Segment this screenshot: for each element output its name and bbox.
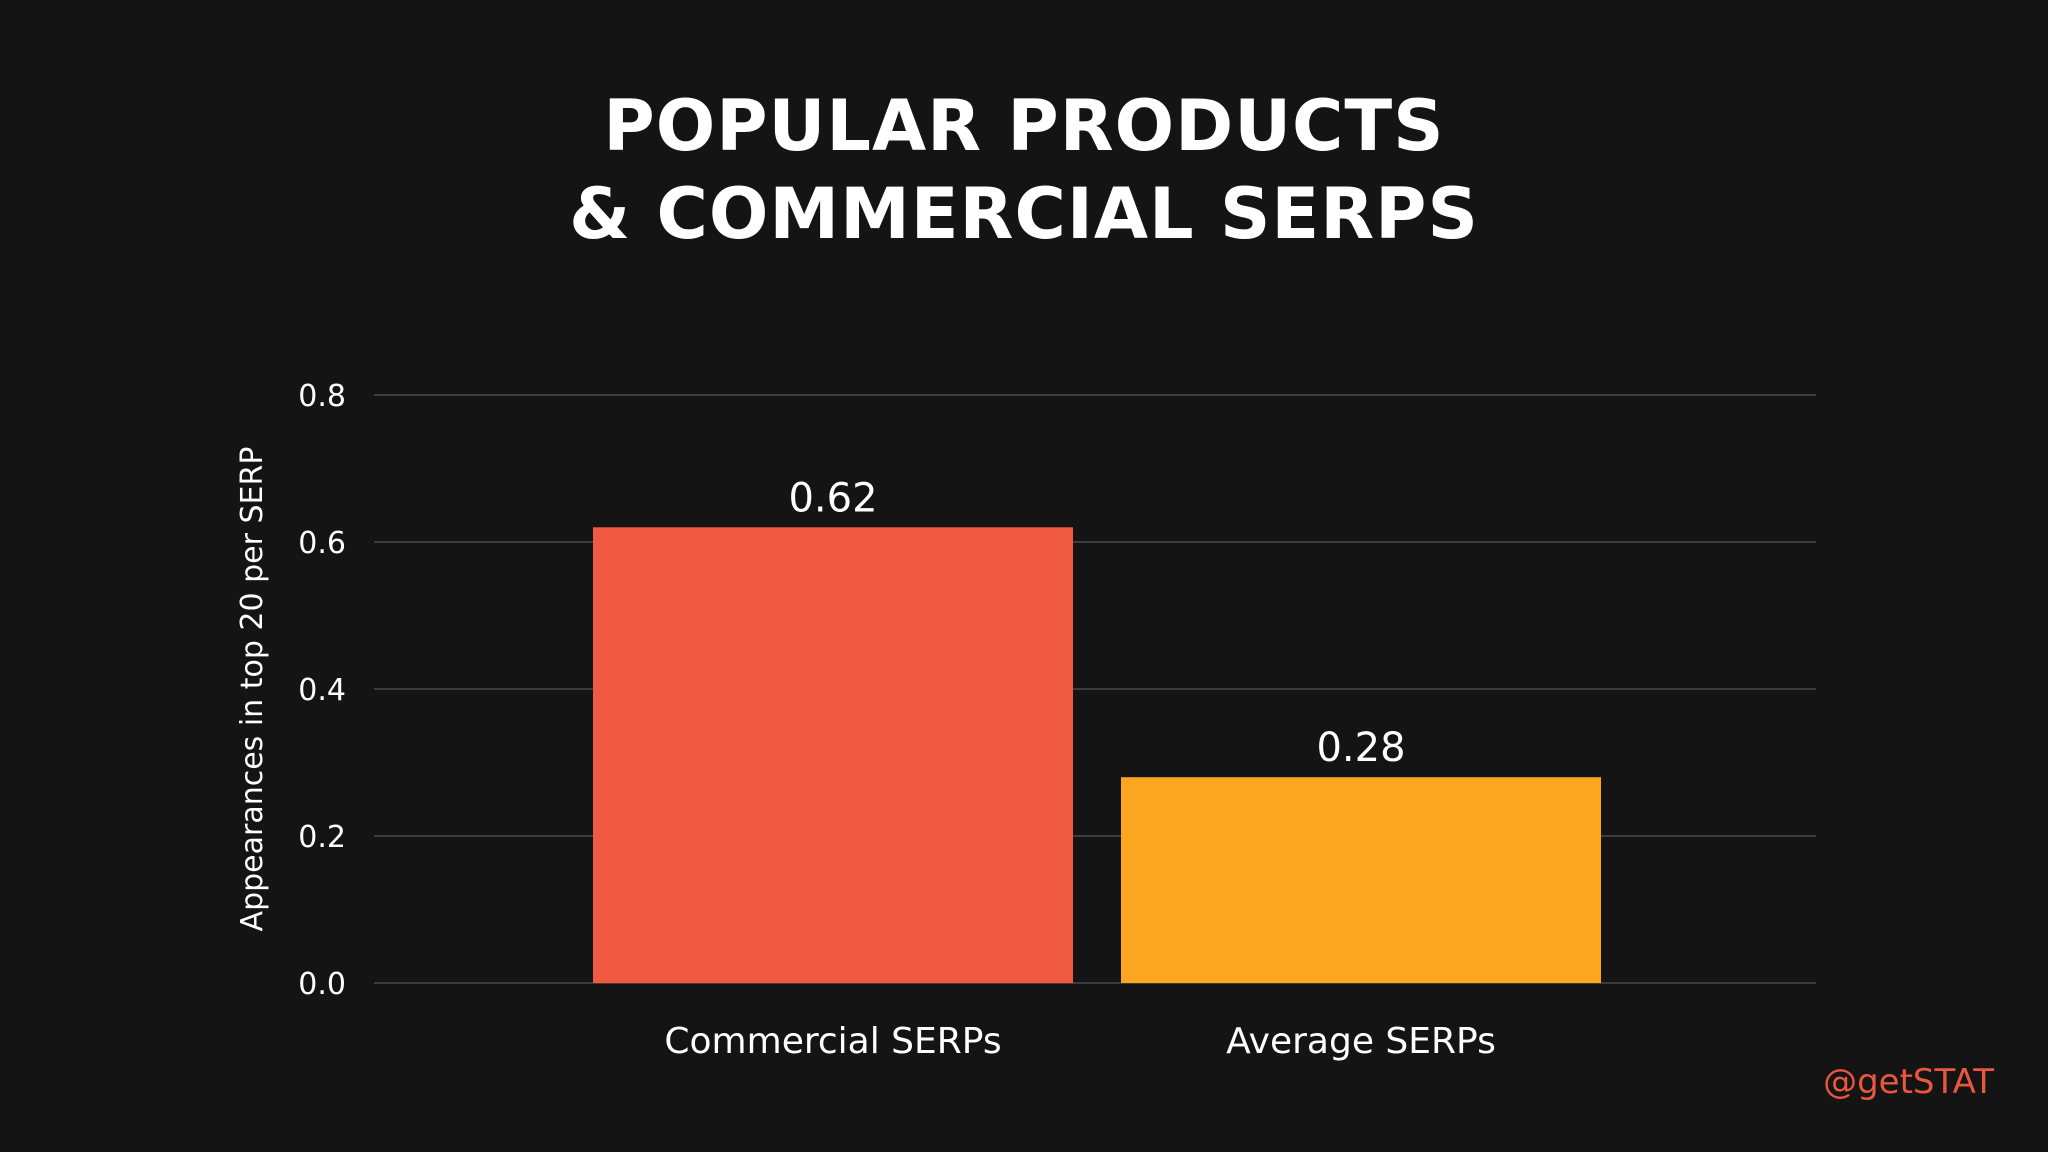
chart-title-line-1: POPULAR PRODUCTS (603, 85, 1445, 167)
chart-title-line-2: & COMMERCIAL SERPS (569, 173, 1479, 255)
brand-handle: @getSTAT (1823, 1062, 1994, 1102)
y-axis-label: Appearances in top 20 per SERP (235, 447, 270, 932)
data-label: 0.62 (788, 475, 877, 521)
bar-0 (593, 527, 1073, 983)
bars (593, 527, 1601, 983)
x-tick-label: Average SERPs (1226, 1021, 1496, 1062)
y-tick-labels: 0.0 0.2 0.4 0.6 0.8 (298, 379, 346, 1002)
y-tick-label: 0.4 (298, 673, 346, 708)
chart-title: POPULAR PRODUCTS & COMMERCIAL SERPS (0, 82, 2048, 258)
data-labels: 0.62 0.28 (788, 475, 1405, 771)
x-tick-labels: Commercial SERPs Average SERPs (664, 1021, 1495, 1062)
y-tick-label: 0.8 (298, 379, 346, 414)
y-tick-label: 0.6 (298, 526, 346, 561)
data-label: 0.28 (1316, 725, 1405, 771)
y-tick-label: 0.0 (298, 967, 346, 1002)
x-tick-label: Commercial SERPs (664, 1021, 1001, 1062)
bar-1 (1121, 777, 1601, 983)
y-tick-label: 0.2 (298, 820, 346, 855)
